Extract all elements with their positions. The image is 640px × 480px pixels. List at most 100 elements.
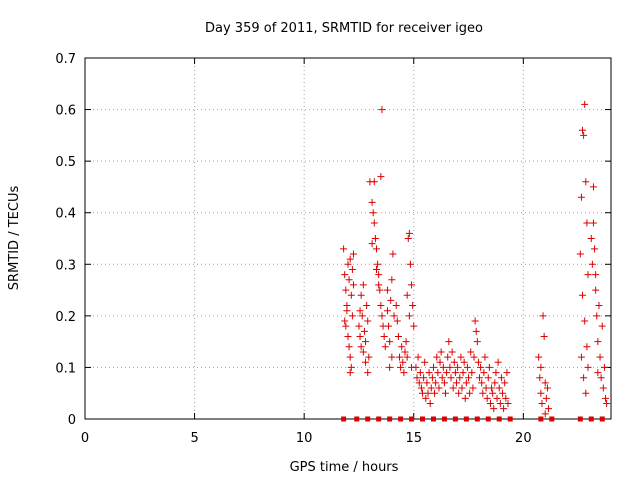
y-axis-label: SRMTID / TECUs xyxy=(7,186,22,291)
data-point xyxy=(346,255,354,263)
zero-data-point xyxy=(463,416,469,422)
zero-data-point xyxy=(599,416,605,422)
data-point xyxy=(591,245,599,253)
data-point xyxy=(467,348,475,356)
data-point xyxy=(456,374,464,382)
data-point xyxy=(504,400,512,408)
data-point xyxy=(435,384,443,392)
zero-data-point xyxy=(376,416,382,422)
data-point xyxy=(406,260,414,268)
data-point xyxy=(576,250,584,258)
data-point xyxy=(404,235,412,242)
data-point xyxy=(356,307,364,315)
data-point xyxy=(462,379,470,387)
data-point xyxy=(348,265,356,273)
data-point xyxy=(503,369,511,377)
zero-data-point xyxy=(507,416,513,422)
data-point xyxy=(415,379,423,387)
x-tick-label: 20 xyxy=(515,431,532,446)
data-point xyxy=(580,131,588,139)
zero-data-point xyxy=(496,416,502,422)
data-point xyxy=(579,291,587,299)
data-point xyxy=(497,374,505,382)
data-point xyxy=(540,332,548,340)
data-point xyxy=(371,235,379,242)
data-point xyxy=(476,374,483,382)
x-tick-label: 15 xyxy=(405,431,422,446)
data-point xyxy=(458,384,466,392)
data-point xyxy=(363,302,371,310)
data-point xyxy=(449,384,457,392)
data-point xyxy=(603,400,611,408)
data-point xyxy=(582,178,590,186)
data-point xyxy=(484,374,492,382)
data-point xyxy=(459,369,467,377)
data-point xyxy=(537,389,545,397)
data-point xyxy=(347,363,355,371)
y-tick-label: 0.5 xyxy=(55,155,76,170)
data-point xyxy=(598,322,606,330)
data-point xyxy=(468,369,476,377)
data-point xyxy=(432,379,440,387)
data-point xyxy=(412,363,420,371)
data-point xyxy=(477,363,485,371)
data-point xyxy=(381,343,389,351)
data-point xyxy=(413,374,421,382)
grid-lines xyxy=(85,58,611,419)
data-point xyxy=(582,389,590,397)
data-point xyxy=(602,394,610,402)
data-point xyxy=(344,260,352,268)
data-point xyxy=(429,363,437,371)
data-point xyxy=(398,343,406,351)
data-point xyxy=(360,327,368,335)
zero-data-point xyxy=(341,416,347,422)
data-point xyxy=(408,281,416,289)
y-tick-label: 0 xyxy=(68,413,76,428)
data-point xyxy=(542,394,550,402)
data-point xyxy=(390,312,398,320)
data-point xyxy=(537,363,545,371)
data-point xyxy=(364,369,372,377)
data-point xyxy=(365,353,373,361)
data-point xyxy=(474,358,482,366)
data-point xyxy=(349,281,357,289)
data-point xyxy=(536,374,544,382)
data-point xyxy=(501,379,509,387)
data-point xyxy=(400,369,408,377)
data-point xyxy=(358,312,366,320)
zero-data-point xyxy=(409,416,415,422)
data-point xyxy=(457,353,465,361)
y-tick-label: 0.2 xyxy=(55,310,76,325)
data-point xyxy=(485,363,493,371)
data-point xyxy=(356,332,364,340)
data-point xyxy=(344,332,352,340)
data-point xyxy=(493,394,501,402)
zero-data-point xyxy=(441,416,447,422)
data-point xyxy=(600,363,608,371)
data-point xyxy=(595,302,603,310)
data-point xyxy=(376,286,384,294)
data-point xyxy=(343,307,351,315)
data-point xyxy=(494,358,502,366)
x-axis-label: GPS time / hours xyxy=(290,460,399,475)
data-point xyxy=(386,338,394,346)
data-point xyxy=(445,338,453,346)
data-point xyxy=(396,353,404,361)
data-point xyxy=(423,379,431,387)
data-point xyxy=(424,389,432,397)
data-point xyxy=(428,374,436,382)
data-point xyxy=(473,338,481,346)
data-point xyxy=(455,389,463,397)
data-point xyxy=(580,374,588,382)
data-point xyxy=(499,389,507,397)
data-point xyxy=(359,281,367,289)
data-point xyxy=(417,384,425,392)
data-point xyxy=(394,332,402,340)
data-point xyxy=(577,353,585,361)
data-point xyxy=(599,384,607,392)
data-point xyxy=(592,271,600,279)
data-point xyxy=(346,369,354,377)
data-point xyxy=(359,348,367,356)
data-point xyxy=(460,358,468,366)
data-point xyxy=(490,405,498,413)
